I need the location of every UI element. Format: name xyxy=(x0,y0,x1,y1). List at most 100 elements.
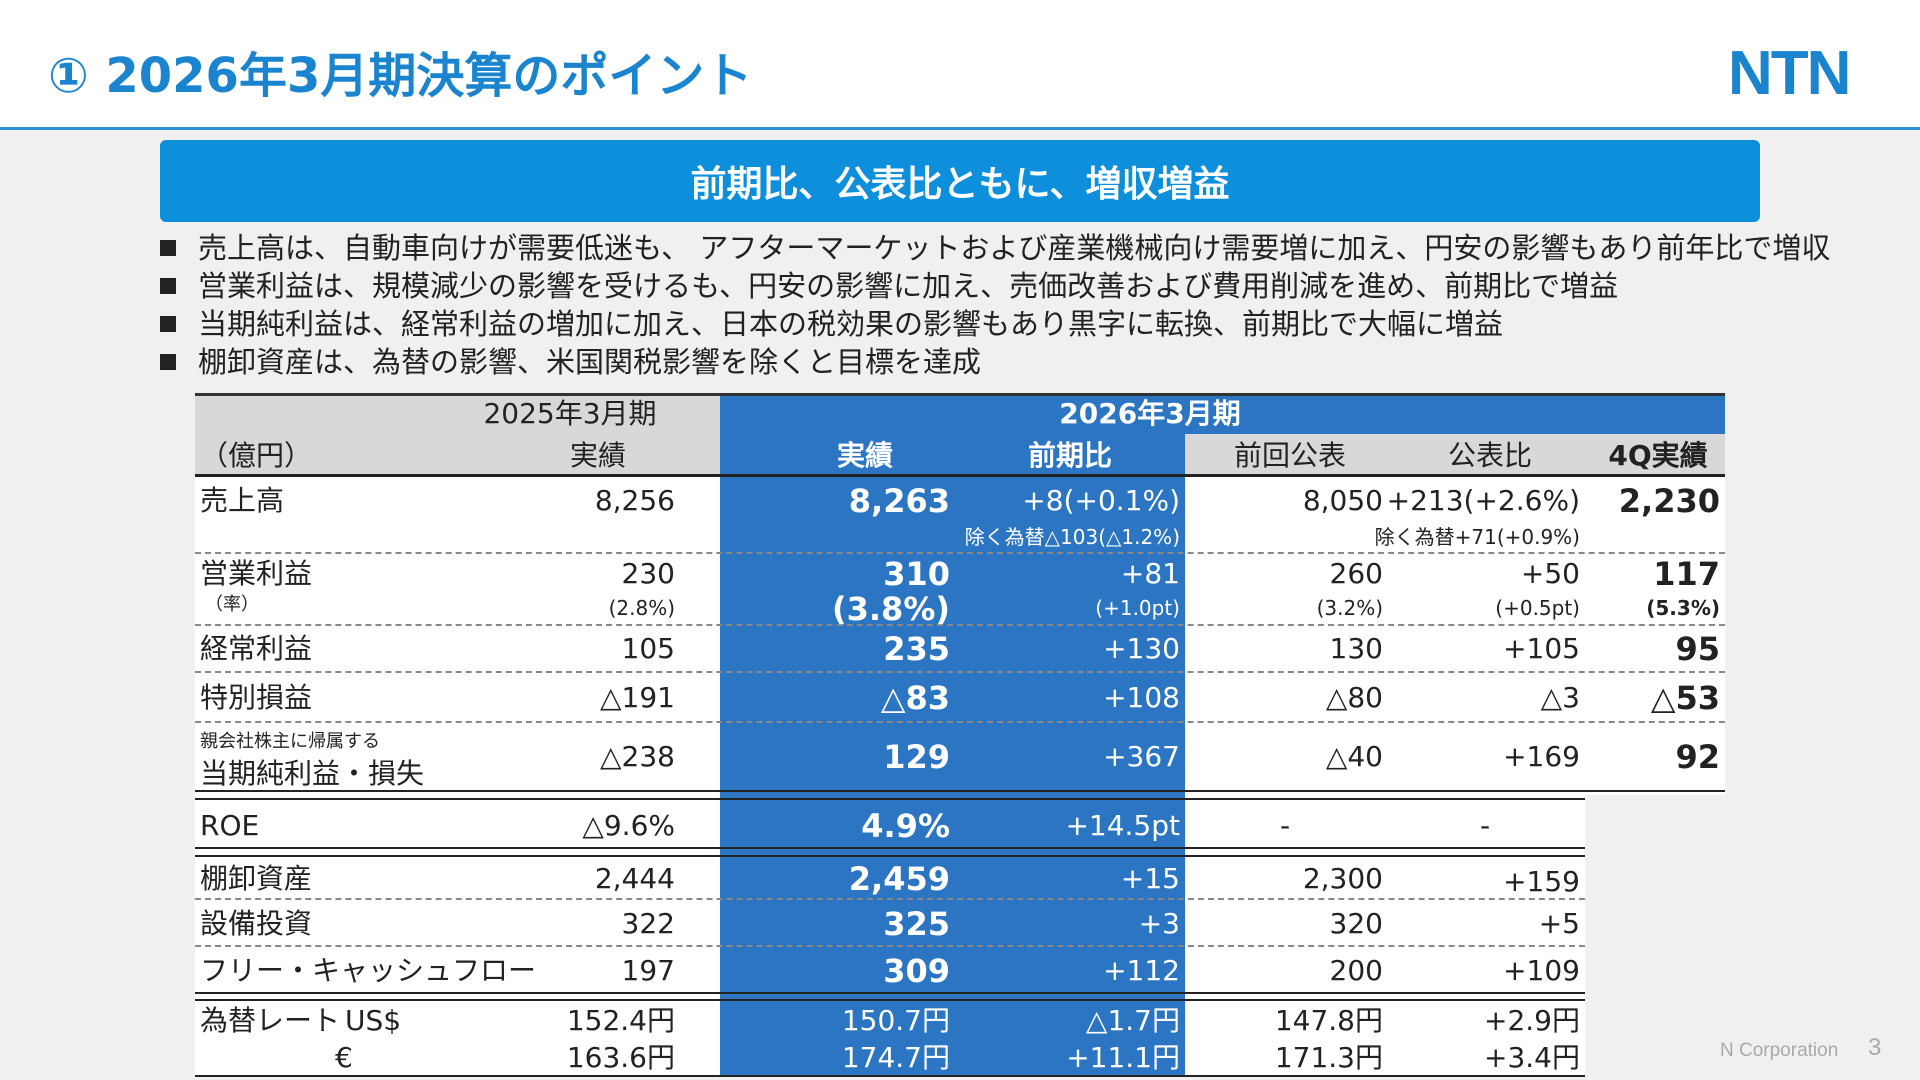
row-label-fcf: フリー・キャッシュフロー xyxy=(200,954,537,987)
fx-eur-yoy: +11.1円 xyxy=(1066,1041,1180,1074)
header-yoy: 前期比 xyxy=(1027,439,1112,472)
row-label-net: 当期純利益・損失 xyxy=(200,757,425,790)
special-2025: △191 xyxy=(600,681,675,714)
capex-forecast: 320 xyxy=(1329,907,1383,940)
special-forecast: △80 xyxy=(1325,681,1383,714)
row-line xyxy=(195,624,1725,626)
capex-2026: 325 xyxy=(883,905,950,943)
row-line xyxy=(195,721,1725,723)
header-q4-actual: 4Q実績 xyxy=(1608,439,1708,472)
fx-eur-forecast: 171.3円 xyxy=(1274,1041,1383,1074)
fx-usd-yoy: △1.7円 xyxy=(1085,1004,1180,1037)
row-line xyxy=(195,393,1725,396)
sales-vs-note: 除く為替+71(+0.9%) xyxy=(1374,525,1580,549)
net-2026: 129 xyxy=(883,738,950,776)
row-line xyxy=(195,671,1725,673)
capex-yoy: +3 xyxy=(1138,907,1180,940)
special-2026: △83 xyxy=(880,679,950,717)
row-label-ordinary: 経常利益 xyxy=(200,632,313,665)
row-label-sales: 売上高 xyxy=(200,484,285,517)
sales-yoy: +8(+0.1%) xyxy=(1022,484,1180,517)
net-forecast: △40 xyxy=(1325,740,1383,773)
roe-forecast: - xyxy=(1279,809,1291,842)
row-line xyxy=(195,798,1585,800)
fx-eur-vs-forecast: +3.4円 xyxy=(1484,1041,1580,1074)
key-points-list: 売上高は、自動車向けが需要低迷も、 アフターマーケットおよび産業機械向け需要増に… xyxy=(160,229,1830,381)
sales-vs-forecast: +213(+2.6%) xyxy=(1386,484,1580,517)
op-forecast-rate: (3.2%) xyxy=(1316,596,1383,620)
op-2026: 310 xyxy=(883,555,950,593)
roe-2025: △9.6% xyxy=(582,809,675,842)
net-vs-forecast: +169 xyxy=(1503,740,1580,773)
op-yoy: +81 xyxy=(1120,557,1180,590)
row-label-fx: 為替レート xyxy=(200,1004,341,1037)
header-divider xyxy=(0,127,1920,130)
roe-vs-forecast: - xyxy=(1479,809,1491,842)
fcf-2026: 309 xyxy=(883,952,950,990)
row-label-inventory: 棚卸資産 xyxy=(200,862,313,895)
row-line xyxy=(195,992,1585,994)
sales-q4: 2,230 xyxy=(1618,482,1720,520)
special-q4: △53 xyxy=(1650,679,1720,717)
header-unit: （億円） xyxy=(200,439,313,472)
fcf-2025: 197 xyxy=(621,954,675,987)
op-q4-rate: (5.3%) xyxy=(1646,596,1720,620)
row-line xyxy=(195,474,1725,477)
net-2025: △238 xyxy=(600,740,675,773)
bullet-square-icon xyxy=(160,354,176,370)
header-actual-2025: 実績 xyxy=(569,439,626,472)
sales-yoy-note: 除く為替△103(△1.2%) xyxy=(964,525,1180,549)
fx-usd-currency: US$ xyxy=(345,1004,402,1037)
page-number: 3 xyxy=(1868,1034,1882,1061)
row-label-op-rate: （率） xyxy=(205,594,259,615)
op-2025: 230 xyxy=(621,557,675,590)
row-line xyxy=(195,552,1725,554)
bullet-square-icon xyxy=(160,240,176,256)
sales-2026: 8,263 xyxy=(848,482,950,520)
bullet-square-icon xyxy=(160,278,176,294)
header-fy2025: 2025年3月期 xyxy=(483,397,657,430)
bullet-operating-profit: 営業利益は、規模減少の影響を受けるも、円安の影響に加え、売価改善および費用削減を… xyxy=(160,267,1830,305)
op-forecast: 260 xyxy=(1329,557,1383,590)
fx-usd-forecast: 147.8円 xyxy=(1274,1004,1383,1037)
row-line xyxy=(195,855,1585,857)
fx-eur-2026: 174.7円 xyxy=(841,1041,950,1074)
fy2026-header-bg xyxy=(720,396,1725,434)
capex-2025: 322 xyxy=(621,907,675,940)
roe-yoy: +14.5pt xyxy=(1065,809,1180,842)
row-line xyxy=(195,999,1585,1001)
row-label-op: 営業利益 xyxy=(200,557,313,590)
row-label-roe: ROE xyxy=(200,809,260,842)
sales-2025: 8,256 xyxy=(594,484,675,517)
op-vs-forecast: +50 xyxy=(1520,557,1580,590)
row-label-net-small: 親会社株主に帰属する xyxy=(200,731,380,752)
ordinary-forecast: 130 xyxy=(1329,632,1383,665)
ordinary-2025: 105 xyxy=(621,632,675,665)
capex-vs-forecast: +5 xyxy=(1538,907,1580,940)
bullet-square-icon xyxy=(160,316,176,332)
sales-forecast: 8,050 xyxy=(1302,484,1383,517)
ordinary-yoy: +130 xyxy=(1103,632,1180,665)
fcf-forecast: 200 xyxy=(1329,954,1383,987)
net-q4: 92 xyxy=(1675,738,1720,776)
header-fy2026: 2026年3月期 xyxy=(1059,397,1241,430)
row-line xyxy=(195,847,1585,849)
fcf-yoy: +112 xyxy=(1103,954,1180,987)
fx-usd-2026: 150.7円 xyxy=(841,1004,950,1037)
row-line xyxy=(195,898,1585,900)
bullet-inventory: 棚卸資産は、為替の影響、米国関税影響を除くと目標を達成 xyxy=(160,343,1830,381)
special-yoy: +108 xyxy=(1103,681,1180,714)
ntn-logo: NTN xyxy=(1728,39,1851,108)
special-vs-forecast: △3 xyxy=(1540,681,1580,714)
roe-2026: 4.9% xyxy=(861,807,950,845)
footer-company: N Corporation xyxy=(1720,1040,1839,1061)
fx-eur-currency: € xyxy=(335,1041,353,1074)
fx-usd-2025: 152.4円 xyxy=(566,1004,675,1037)
inventory-yoy: +15 xyxy=(1120,862,1180,895)
header-actual-2026: 実績 xyxy=(836,439,893,472)
inventory-vs-forecast: +159 xyxy=(1503,865,1580,898)
ordinary-q4: 95 xyxy=(1675,630,1720,668)
row-line xyxy=(195,1075,1585,1077)
op-2026-rate: (3.8%) xyxy=(832,590,950,628)
